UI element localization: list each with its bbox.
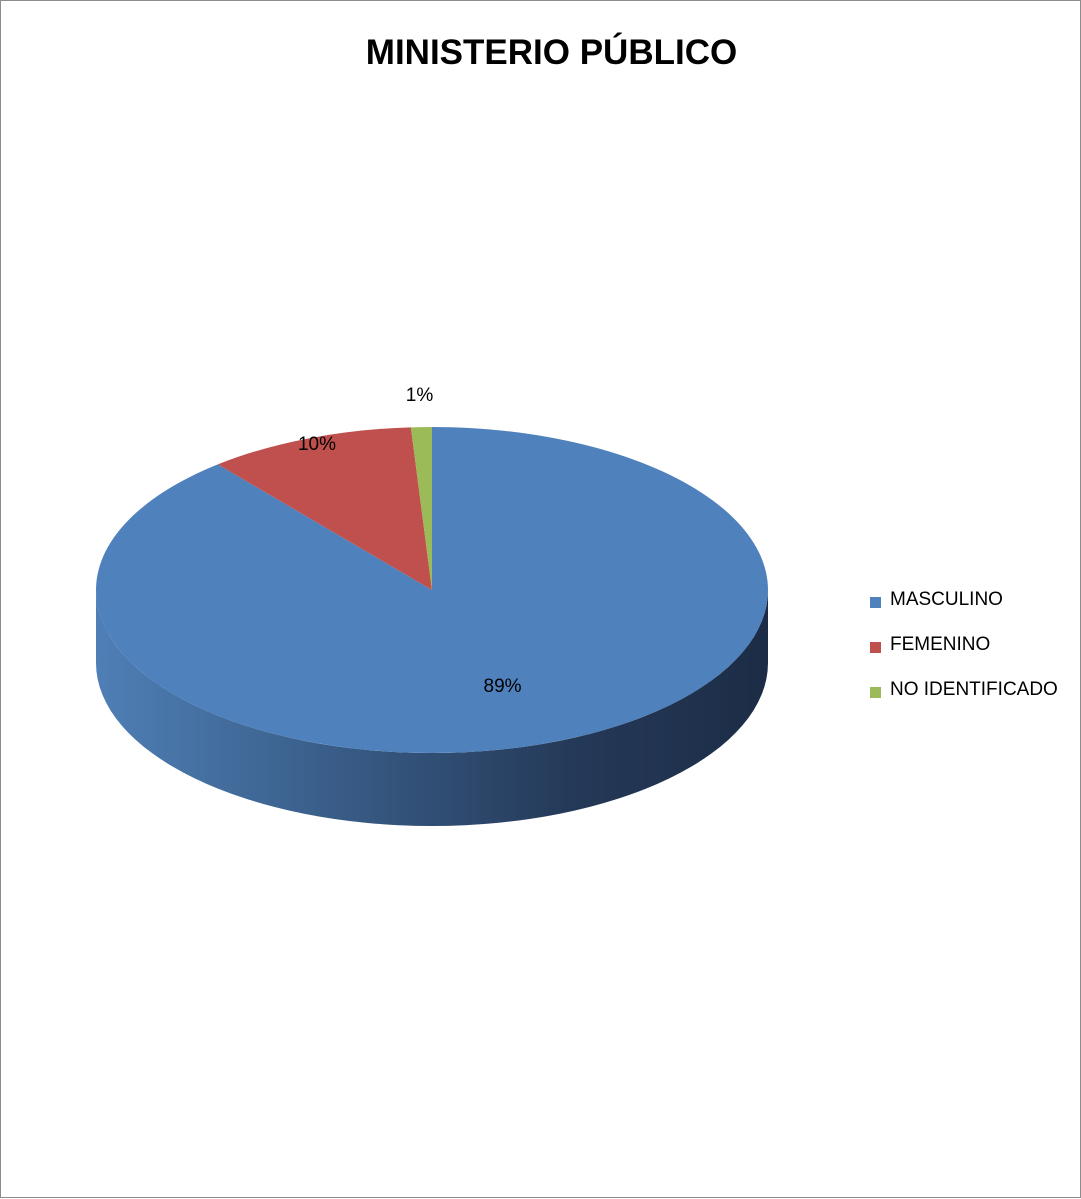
legend-label-no-identificado: NO IDENTIFICADO [890,679,1058,700]
legend-swatch-no-identificado [870,687,881,698]
data-label-masculino: 89% [484,676,522,697]
pie-side-masculino [96,590,768,826]
pie-slice-masculino [96,427,769,753]
chart-title: MINISTERIO PÚBLICO [365,33,738,72]
legend-label-masculino: MASCULINO [890,589,1003,610]
pie-slice-no-identificado [410,427,432,590]
legend-swatch-masculino [870,597,881,608]
data-label-no-identificado: 1% [406,385,434,406]
legend-label-femenino: FEMENINO [890,634,991,655]
legend-swatch-femenino [870,642,881,653]
data-label-femenino: 10% [298,434,336,455]
pie-slice-femenino [217,427,432,590]
